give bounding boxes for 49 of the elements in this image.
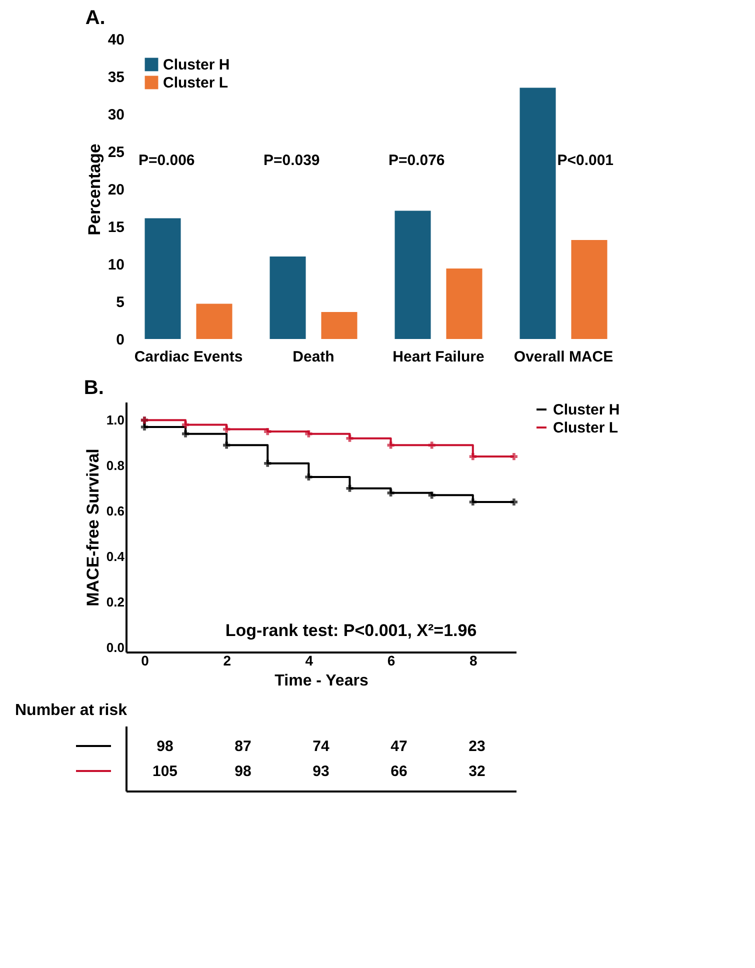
legend-label: Cluster L: [163, 74, 228, 92]
y-tick-label: 0.0: [106, 640, 124, 655]
y-tick-label: 40: [108, 32, 124, 48]
y-axis-title: Percentage: [84, 144, 104, 236]
legend-label: Cluster L: [553, 420, 618, 436]
x-tick-label: 2: [223, 652, 232, 668]
annotation: P=0.039: [263, 152, 320, 169]
annotation: P=0.006: [138, 152, 195, 169]
y-tick-label: 0: [116, 332, 124, 348]
x-tick-label: Death: [292, 348, 334, 366]
x-tick-label: 0: [141, 652, 150, 668]
y-axis-title: MACE-free Survival: [83, 448, 102, 606]
text: Number at risk: [15, 702, 128, 719]
text: 74: [312, 738, 330, 755]
text: 98: [234, 763, 252, 780]
annotation: Log-rank test: P<0.001, X²=1.96: [225, 621, 477, 640]
chart-title: A.: [85, 7, 106, 29]
y-tick-label: 0.2: [106, 594, 124, 610]
x-tick-label: 4: [305, 652, 314, 668]
text: 32: [468, 763, 486, 780]
legend-label: Cluster H: [163, 56, 230, 74]
x-tick-label: Overall MACE: [514, 348, 614, 366]
x-tick-label: 8: [469, 652, 478, 668]
y-tick-label: 25: [108, 144, 124, 161]
x-tick-label: Cardiac Events: [134, 348, 243, 366]
text: 66: [390, 763, 408, 780]
y-tick-label: 1.0: [106, 412, 124, 428]
y-tick-label: 35: [108, 69, 124, 86]
text: 105: [152, 763, 178, 780]
y-tick-label: 15: [108, 219, 124, 236]
y-tick-label: 30: [108, 106, 124, 124]
text: 98: [156, 738, 174, 755]
annotation: P=0.076: [388, 152, 445, 169]
x-axis-title: Time - Years: [274, 672, 368, 690]
legend-label: Cluster H: [553, 402, 620, 418]
text: 93: [312, 763, 330, 780]
y-tick-label: 0.4: [106, 549, 126, 564]
annotation: P<0.001: [557, 152, 614, 169]
y-tick-label: 5: [116, 294, 124, 311]
y-tick-label: 0.8: [106, 458, 124, 474]
x-tick-label: Heart Failure: [392, 348, 484, 366]
x-tick-label: 6: [387, 652, 396, 668]
y-tick-label: 10: [108, 256, 124, 274]
text: 87: [234, 738, 252, 755]
y-tick-label: 0.6: [106, 504, 124, 519]
text: 47: [390, 738, 408, 755]
y-tick-label: 20: [108, 182, 124, 198]
chart-title: B.: [84, 377, 104, 399]
text: 23: [468, 738, 486, 755]
